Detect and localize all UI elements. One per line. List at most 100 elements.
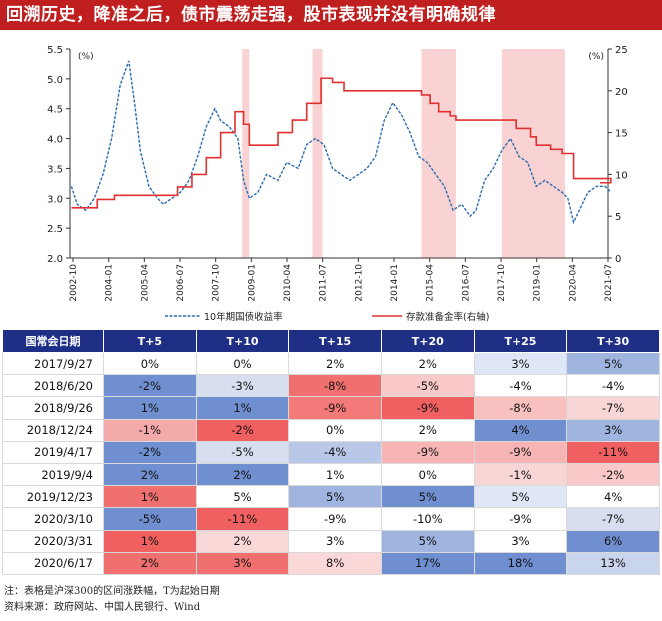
return-cell: 5% bbox=[473, 485, 568, 509]
x-tick-label: 2019-01 bbox=[533, 264, 543, 302]
x-tick-label: 2021-07 bbox=[604, 264, 614, 302]
line-chart: 2.0 2.5 3.0 3.5 4.0 4.5 5.0 5.5 0 5 10 15 20 25 (%) (%)… bbox=[47, 45, 628, 323]
y-tick-label-right: 20 bbox=[615, 87, 628, 98]
return-cell: 5% bbox=[380, 485, 475, 509]
shaded-period bbox=[501, 49, 565, 258]
return-cell: 1% bbox=[103, 529, 197, 553]
footnotes: 注：表格是沪深300的区间涨跌幅，T为起始日期 资料来源：政府网站、中国人民银行… bbox=[4, 584, 220, 616]
return-cell: 2% bbox=[195, 462, 290, 487]
return-cell: 6% bbox=[566, 529, 660, 553]
return-cell: 3% bbox=[473, 351, 568, 376]
return-cell: 1% bbox=[288, 462, 382, 487]
return-cell: 17% bbox=[380, 551, 475, 575]
x-tick-label: 2010-04 bbox=[283, 264, 293, 302]
return-cell: -10% bbox=[380, 507, 475, 531]
y-tick-label-left: 4.0 bbox=[47, 135, 63, 146]
return-cell: 2% bbox=[195, 529, 290, 553]
return-cell: 3% bbox=[195, 551, 290, 575]
table-row: 2019/12/23 1% 5% 5% 5% 5% 4% bbox=[2, 485, 660, 509]
y-tick-label-left: 3.5 bbox=[47, 164, 63, 175]
series-line-yield bbox=[70, 60, 612, 225]
return-cell: 5% bbox=[195, 485, 290, 509]
x-tick-label: 2007-10 bbox=[212, 264, 222, 302]
table-row: 2019/4/17 -2% -5% -4% -9% -9% -11% bbox=[2, 440, 660, 464]
shaded-period bbox=[312, 49, 323, 258]
return-cell: -2% bbox=[103, 374, 197, 398]
source-line: 资料来源：政府网站、中国人民银行、Wind bbox=[4, 602, 201, 613]
header-col: T+15 bbox=[288, 329, 382, 353]
return-cell: 2% bbox=[288, 351, 382, 376]
series-line-rrr bbox=[71, 77, 612, 209]
return-cell: 13% bbox=[566, 551, 660, 575]
return-cell: -11% bbox=[566, 440, 660, 464]
row-date: 2018/6/20 bbox=[2, 374, 104, 398]
row-date: 2018/9/26 bbox=[2, 396, 104, 420]
return-cell: -3% bbox=[195, 374, 290, 398]
return-cell: -1% bbox=[473, 462, 568, 487]
row-date: 2020/6/17 bbox=[2, 551, 104, 575]
return-cell: -7% bbox=[566, 507, 660, 531]
x-tick-label: 2020-04 bbox=[568, 264, 578, 302]
table-header-row: 国常会日期 T+5 T+10 T+15 T+20 T+25 T+30 bbox=[2, 329, 660, 353]
return-cell: 1% bbox=[103, 485, 197, 509]
table-row: 2020/3/31 1% 2% 3% 5% 3% 6% bbox=[2, 529, 660, 553]
returns-table: 国常会日期 T+5 T+10 T+15 T+20 T+25 T+30 2017/9/27 0%… bbox=[2, 329, 660, 575]
return-cell: 0% bbox=[103, 351, 197, 376]
y-tick-label-left: 2.5 bbox=[47, 224, 63, 235]
note-line: 注：表格是沪深300的区间涨跌幅，T为起始日期 bbox=[4, 586, 220, 597]
return-cell: 3% bbox=[566, 418, 660, 442]
shaded-period bbox=[421, 49, 456, 258]
return-cell: 18% bbox=[473, 551, 568, 575]
return-cell: 5% bbox=[380, 529, 475, 553]
return-cell: 5% bbox=[288, 485, 382, 509]
y-tick-label-right: 25 bbox=[615, 45, 628, 56]
y-tick-label-left: 5.0 bbox=[47, 75, 63, 86]
return-cell: 0% bbox=[195, 351, 290, 376]
return-cell: 0% bbox=[380, 462, 475, 487]
return-cell: 4% bbox=[473, 418, 568, 442]
y-tick-label-left: 4.5 bbox=[47, 105, 63, 116]
legend-label-yield: 10年期国债收益率 bbox=[204, 311, 283, 323]
return-cell: -5% bbox=[380, 374, 475, 398]
x-tick-label: 2011-07 bbox=[319, 264, 329, 302]
return-cell: 1% bbox=[103, 396, 197, 420]
legend-label-rrr: 存款准备金率(右轴) bbox=[406, 311, 489, 323]
table-body: 2017/9/27 0% 0% 2% 2% 3% 5% 2018/6/20 -2% -3% -8% -… bbox=[2, 351, 660, 575]
return-cell: -5% bbox=[103, 507, 197, 531]
return-cell: -2% bbox=[195, 418, 290, 442]
y-tick-label-right: 15 bbox=[615, 129, 628, 140]
return-cell: -9% bbox=[380, 440, 475, 464]
return-cell: -7% bbox=[566, 396, 660, 420]
return-cell: -9% bbox=[380, 396, 475, 420]
header-col: T+25 bbox=[473, 329, 568, 353]
y-tick-label-right: 10 bbox=[615, 170, 628, 181]
y-tick-label-left: 3.0 bbox=[47, 194, 63, 205]
x-tick-label: 2012-10 bbox=[354, 264, 364, 302]
return-cell: 0% bbox=[288, 418, 382, 442]
return-cell: -9% bbox=[288, 507, 382, 531]
y-tick-label-right: 0 bbox=[615, 254, 621, 265]
header-col: T+20 bbox=[380, 329, 475, 353]
row-date: 2020/3/10 bbox=[2, 507, 104, 531]
table-row: 2018/12/24 -1% -2% 0% 2% 4% 3% bbox=[2, 418, 660, 442]
return-cell: -9% bbox=[473, 507, 568, 531]
return-cell: 5% bbox=[566, 351, 660, 376]
return-cell: -4% bbox=[288, 440, 382, 464]
row-date: 2017/9/27 bbox=[2, 351, 104, 376]
row-date: 2019/9/4 bbox=[2, 462, 104, 487]
return-cell: -9% bbox=[288, 396, 382, 420]
x-tick-label: 2009-01 bbox=[247, 264, 257, 302]
row-date: 2020/3/31 bbox=[2, 529, 104, 553]
return-cell: 2% bbox=[103, 462, 197, 487]
return-cell: -11% bbox=[195, 507, 290, 531]
return-cell: -4% bbox=[566, 374, 660, 398]
y-tick-label-left: 2.0 bbox=[47, 254, 63, 265]
row-date: 2019/12/23 bbox=[2, 485, 104, 509]
y-tick-label-left: 5.5 bbox=[47, 45, 63, 56]
x-tick-label: 2004-01 bbox=[105, 264, 115, 302]
shaded-period bbox=[242, 49, 250, 258]
y-axis-label-left: (%) bbox=[78, 52, 94, 62]
return-cell: -4% bbox=[473, 374, 568, 398]
return-cell: 2% bbox=[380, 351, 475, 376]
x-tick-label: 2016-07 bbox=[461, 264, 471, 302]
